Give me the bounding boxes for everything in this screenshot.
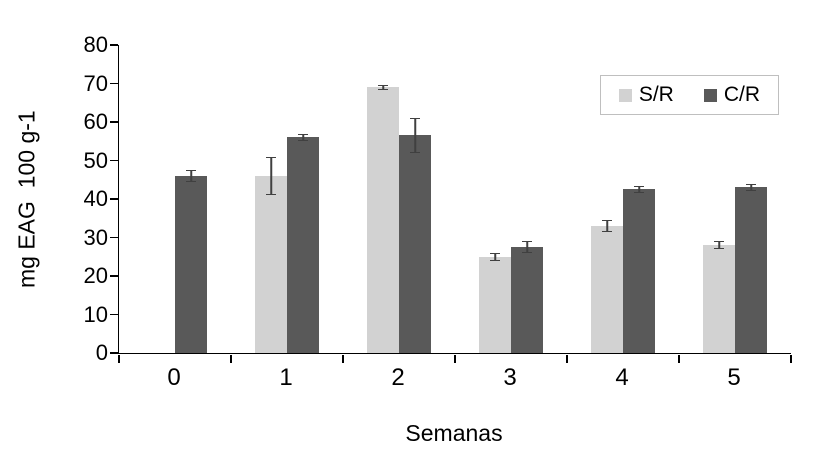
legend-item-cr: C/R [703, 83, 760, 107]
x-tick-label-0: 0 [167, 364, 181, 391]
y-tick-label-50: 50 [83, 147, 108, 173]
x-tick-label-1: 1 [279, 364, 293, 391]
x-axis-title: Semanas [405, 420, 503, 446]
y-tick-mark [110, 44, 118, 46]
x-tick-label-4: 4 [615, 364, 629, 391]
x-tick-mark [342, 354, 344, 363]
error-bar-cr-week-1 [298, 133, 308, 142]
bar-sr-week-5 [703, 245, 735, 353]
x-tick-label-5: 5 [727, 364, 741, 391]
y-tick-label-40: 40 [83, 186, 108, 211]
x-axis: 0 1 2 3 4 5 [118, 360, 790, 392]
bar-sr-week-3 [479, 256, 511, 353]
y-tick-mark [110, 121, 118, 123]
x-tick-label-2: 2 [391, 364, 405, 391]
bar-cr-week-1 [287, 137, 319, 353]
y-tick-label-20: 20 [83, 263, 108, 288]
y-tick-label-60: 60 [83, 109, 108, 134]
legend-label-sr: S/R [638, 83, 674, 106]
error-bar-sr-week-1 [266, 156, 276, 196]
legend-swatch-sr [618, 88, 632, 102]
x-tick-mark [566, 354, 568, 363]
bar-sr-week-1 [255, 175, 287, 353]
error-bar-cr-week-4 [634, 185, 644, 194]
bar-cr-week-0 [175, 175, 207, 353]
error-bar-sr-week-5 [714, 241, 724, 250]
plot-area: S/R C/R [110, 44, 792, 363]
error-bar-cr-week-3 [522, 241, 532, 253]
error-bar-cr-week-5 [746, 183, 756, 192]
y-tick-mark [110, 275, 118, 277]
y-axis-title: mg EAG 100 g-1 [13, 110, 40, 288]
legend-label-cr: C/R [723, 83, 760, 106]
legend-item-sr: S/R [618, 83, 674, 107]
error-bar-sr-week-3 [490, 252, 500, 261]
legend-swatch-cr [703, 88, 717, 102]
x-tick-mark [454, 354, 456, 363]
y-tick-mark [110, 236, 118, 239]
error-bar-cr-week-2 [410, 118, 420, 153]
y-tick-label-70: 70 [83, 70, 108, 96]
y-tick-mark [110, 82, 118, 85]
y-tick-mark [110, 313, 118, 316]
y-tick-label-10: 10 [83, 301, 108, 327]
x-tick-label-3: 3 [503, 364, 517, 391]
y-tick-mark [110, 159, 118, 162]
x-tick-mark [678, 354, 680, 363]
bar-cr-week-5 [735, 187, 767, 353]
x-tick-mark [790, 354, 792, 363]
bar-sr-week-4 [591, 225, 623, 353]
bar-cr-week-4 [623, 189, 655, 353]
x-tick-mark [230, 354, 232, 363]
y-tick-mark [110, 198, 118, 200]
error-bar-sr-week-2 [378, 84, 388, 91]
legend: S/R C/R [599, 75, 779, 115]
x-tick-mark [118, 354, 120, 363]
error-bar-cr-week-0 [186, 170, 196, 182]
y-tick-mark [110, 352, 118, 354]
y-tick-label-30: 30 [83, 224, 108, 250]
bar-sr-week-2 [367, 87, 399, 353]
y-tick-label-0: 0 [95, 340, 108, 365]
bar-cr-week-2 [399, 135, 431, 353]
error-bar-sr-week-4 [602, 220, 612, 232]
y-axis: 0 10 20 30 40 50 60 70 80 [40, 34, 108, 364]
bar-cr-week-3 [511, 247, 543, 353]
y-tick-label-80: 80 [83, 32, 108, 57]
